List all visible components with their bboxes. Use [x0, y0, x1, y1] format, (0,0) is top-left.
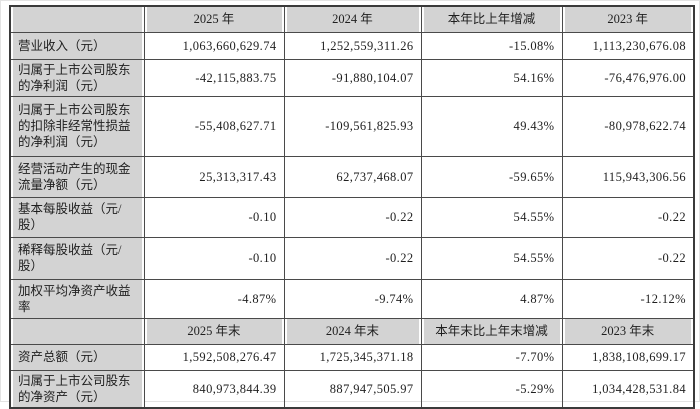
table-cell: 54.16% [420, 58, 563, 97]
table-cell: 115,943,306.56 [561, 155, 695, 198]
table-cell: -0.22 [561, 196, 695, 238]
header-corner-cell [9, 317, 145, 345]
table-cell: -0.22 [283, 196, 422, 238]
table-cell: -55,408,627.71 [143, 95, 285, 157]
row-label: 归属于上市公司股东的扣除非经常性损益的净利润（元） [9, 95, 145, 157]
table-cell: 1,838,108,699.17 [561, 343, 695, 371]
header-cell-yoy-change: 本年比上年增减 [420, 5, 563, 33]
table-cell: -15.08% [420, 31, 563, 60]
table-cell: 1,063,660,629.74 [143, 31, 285, 60]
table-cell: 54.55% [420, 236, 563, 280]
table-cell: 1,113,230,676.08 [561, 31, 695, 60]
table-cell: 1,252,559,311.26 [283, 31, 422, 60]
table-cell: 49.43% [420, 95, 563, 157]
table-cell: -76,476,976.00 [561, 58, 695, 97]
table-row-net-profit: 归属于上市公司股东的净利润（元） -42,115,883.75 -91,880,… [9, 58, 695, 97]
table-header-row-period-end: 2025 年末 2024 年末 本年末比上年末增减 2023 年末 [9, 317, 695, 345]
header-cell-2024: 2024 年 [283, 5, 422, 33]
table-cell: -80,978,622.74 [561, 95, 695, 157]
table-row-basic-eps: 基本每股收益（元/股） -0.10 -0.22 54.55% -0.22 [9, 196, 695, 238]
table-cell: 840,973,844.39 [143, 369, 285, 409]
row-label: 营业收入（元） [9, 31, 145, 60]
table-row-net-assets: 归属于上市公司股东的净资产（元） 840,973,844.39 887,947,… [9, 369, 695, 409]
table-cell: 1,034,428,531.84 [561, 369, 695, 409]
table-cell: 887,947,505.97 [283, 369, 422, 409]
table-row-total-assets: 资产总额（元） 1,592,508,276.47 1,725,345,371.1… [9, 343, 695, 371]
table-row-revenue: 营业收入（元） 1,063,660,629.74 1,252,559,311.2… [9, 31, 695, 60]
row-label: 归属于上市公司股东的净资产（元） [9, 369, 145, 409]
table-cell: 4.87% [420, 278, 563, 319]
table-cell: 1,592,508,276.47 [143, 343, 285, 371]
row-label: 基本每股收益（元/股） [9, 196, 145, 238]
table-cell: -9.74% [283, 278, 422, 319]
row-label: 加权平均净资产收益率 [9, 278, 145, 319]
table-cell: 62,737,468.07 [283, 155, 422, 198]
row-label: 资产总额（元） [9, 343, 145, 371]
header-cell-2025-end: 2025 年末 [143, 317, 285, 345]
header-cell-2023: 2023 年 [561, 5, 695, 33]
table-cell: 54.55% [420, 196, 563, 238]
table-cell: -109,561,825.93 [283, 95, 422, 157]
header-cell-2024-end: 2024 年末 [283, 317, 422, 345]
header-corner-cell [9, 5, 145, 33]
key-financials-table: 2025 年 2024 年 本年比上年增减 2023 年 营业收入（元） 1,0… [9, 5, 695, 409]
row-label: 经营活动产生的现金流量净额（元） [9, 155, 145, 198]
table-cell: 25,313,317.43 [143, 155, 285, 198]
table-row-diluted-eps: 稀释每股收益（元/股） -0.10 -0.22 54.55% -0.22 [9, 236, 695, 280]
table-cell: 1,725,345,371.18 [283, 343, 422, 371]
table-row-net-profit-excl-nonrecurring: 归属于上市公司股东的扣除非经常性损益的净利润（元） -55,408,627.71… [9, 95, 695, 157]
header-cell-2025: 2025 年 [143, 5, 285, 33]
table-cell: -12.12% [561, 278, 695, 319]
header-cell-2023-end: 2023 年末 [561, 317, 695, 345]
row-label: 稀释每股收益（元/股） [9, 236, 145, 280]
row-label: 归属于上市公司股东的净利润（元） [9, 58, 145, 97]
table-cell: -0.10 [143, 236, 285, 280]
table-cell: -0.22 [561, 236, 695, 280]
table-cell: -91,880,104.07 [283, 58, 422, 97]
table-row-weighted-roe: 加权平均净资产收益率 -4.87% -9.74% 4.87% -12.12% [9, 278, 695, 319]
table-cell: -0.22 [283, 236, 422, 280]
table-row-operating-cash-flow: 经营活动产生的现金流量净额（元） 25,313,317.43 62,737,46… [9, 155, 695, 198]
table-cell: -59.65% [420, 155, 563, 198]
table-header-row-annual: 2025 年 2024 年 本年比上年增减 2023 年 [9, 5, 695, 33]
table-cell: -42,115,883.75 [143, 58, 285, 97]
table-cell: -4.87% [143, 278, 285, 319]
table-cell: -5.29% [420, 369, 563, 409]
header-cell-end-yoy-change: 本年末比上年末增减 [420, 317, 563, 345]
table-cell: -0.10 [143, 196, 285, 238]
table-cell: -7.70% [420, 343, 563, 371]
